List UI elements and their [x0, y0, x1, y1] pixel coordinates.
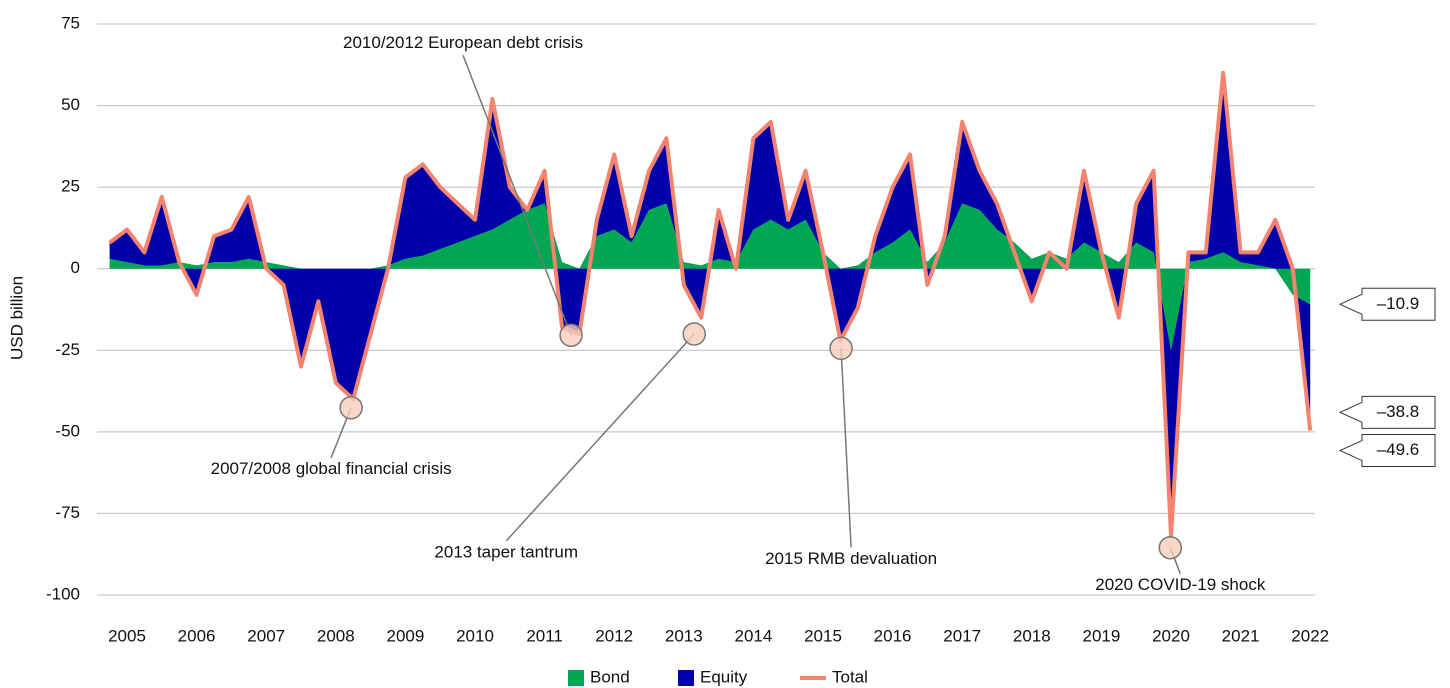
y-tick-label: 0	[71, 258, 80, 277]
y-tick-label: 75	[61, 13, 80, 32]
grid	[97, 23, 1315, 596]
legend-swatch	[678, 670, 694, 686]
y-tick-label: -50	[55, 421, 80, 440]
x-tick-label: 2005	[108, 626, 146, 645]
annotation-marker	[829, 336, 853, 361]
annotation-marker	[682, 322, 706, 346]
legend-swatch	[568, 670, 584, 686]
x-tick-label: 2010	[456, 626, 494, 645]
end-label: –10.9	[1377, 294, 1420, 313]
x-tick-label: 2015	[804, 626, 842, 645]
annotation-marker	[559, 323, 583, 348]
x-tick-label: 2013	[665, 626, 703, 645]
x-tick-label: 2019	[1082, 626, 1120, 645]
x-tick-label: 2022	[1291, 626, 1329, 645]
equity-area	[109, 72, 1311, 537]
end-label-box	[1338, 434, 1436, 468]
end-label-box	[1338, 287, 1436, 321]
y-axis-label: USD billion	[7, 276, 26, 360]
legend-label: Equity	[700, 667, 748, 686]
x-tick-label: 2006	[178, 626, 216, 645]
x-tick-label: 2018	[1013, 626, 1051, 645]
x-tick-label: 2020	[1152, 626, 1190, 645]
annotation-text: 2015 RMB devaluation	[765, 549, 937, 568]
end-label: –49.6	[1377, 440, 1420, 459]
y-tick-label: 50	[61, 95, 80, 114]
y-tick-label: -100	[46, 584, 80, 603]
x-tick-label: 2007	[247, 626, 285, 645]
total-line	[108, 70, 1313, 539]
annotation-text: 2007/2008 global financial crisis	[211, 459, 452, 478]
x-tick-label: 2011	[526, 626, 563, 645]
annotation-marker	[1158, 535, 1183, 560]
x-tick-label: 2017	[943, 626, 981, 645]
annotation-text: 2013 taper tantrum	[434, 542, 578, 561]
x-tick-label: 2016	[874, 626, 912, 645]
y-tick-label: 25	[61, 177, 80, 196]
y-tick-label: -25	[55, 340, 80, 359]
end-label-box	[1338, 395, 1436, 429]
annotation-marker	[339, 395, 363, 420]
x-tick-label: 2021	[1222, 626, 1260, 645]
annotation-leader	[505, 333, 695, 542]
legend-label: Bond	[590, 667, 630, 686]
x-tick-label: 2008	[317, 626, 355, 645]
x-tick-label: 2014	[734, 626, 772, 645]
annotation-text: 2020 COVID-19 shock	[1095, 575, 1266, 594]
x-tick-label: 2012	[595, 626, 633, 645]
annotation-text: 2010/2012 European debt crisis	[343, 33, 583, 52]
legend-label: Total	[832, 667, 868, 686]
annotation-leader	[462, 55, 572, 336]
y-tick-label: -75	[55, 503, 80, 522]
end-label: –38.8	[1377, 402, 1420, 421]
annotation-leader	[840, 348, 852, 548]
x-tick-label: 2009	[386, 626, 424, 645]
